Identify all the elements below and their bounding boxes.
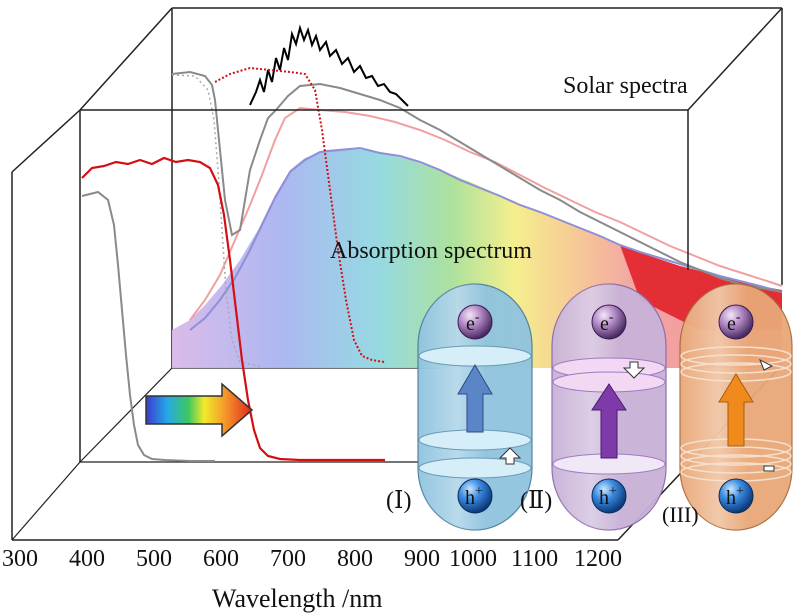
- svg-text:h+: h+: [726, 484, 744, 509]
- tick-label: 600: [203, 546, 239, 572]
- hole-symbol: h: [465, 487, 475, 509]
- gray-front-curve: [81, 190, 215, 462]
- tick-label: 800: [337, 546, 373, 572]
- small-down-arrow-icon: [622, 361, 646, 379]
- up-arrow-icon: [457, 364, 493, 433]
- electron-symbol: e: [727, 313, 736, 335]
- hole-charge: +: [475, 484, 483, 499]
- tick-label: 1100: [511, 546, 558, 572]
- blue-absorption-curve: [189, 146, 783, 331]
- electron-ball-I: e-: [457, 304, 493, 340]
- tick-label: 1200: [574, 546, 622, 572]
- hole-ball-II: h+: [591, 478, 627, 514]
- capsule-label-III: (III): [662, 502, 699, 527]
- up-arrow-icon: [591, 383, 627, 459]
- red-dotted-curve: [214, 66, 385, 363]
- electron-symbol: e: [466, 313, 475, 335]
- capsule-label-II: (Ⅱ): [520, 488, 552, 514]
- solar-spectra-label: Solar spectra: [563, 73, 688, 99]
- hole-ball-I: h+: [457, 478, 493, 514]
- tick-label: 1000: [449, 546, 497, 572]
- hole-symbol: h: [599, 487, 609, 509]
- capsule-label-I: (Ⅰ): [386, 488, 411, 514]
- pink-spectrum-curve: [189, 106, 783, 321]
- svg-text:h+: h+: [465, 484, 483, 509]
- tick-label: 900: [404, 546, 440, 572]
- black-solar-curve: [249, 24, 409, 107]
- capsule-I: [417, 283, 533, 531]
- capsule-III: [679, 283, 793, 531]
- electron-ball-II: e-: [591, 304, 627, 340]
- small-up-arrow-icon: [498, 447, 522, 465]
- capsule-II: [551, 283, 667, 531]
- gray-dotted-curve: [171, 74, 261, 367]
- tick-label: 400: [69, 546, 105, 572]
- rainbow-arrow: [145, 382, 254, 438]
- svg-text:e-: e-: [600, 310, 614, 335]
- electron-charge: -: [609, 310, 614, 325]
- hole-symbol: h: [726, 487, 736, 509]
- x-axis: 300 400 500 600 700 800 900 1000 1100 12…: [2, 546, 622, 572]
- svg-text:e-: e-: [466, 310, 480, 335]
- hole-charge: +: [609, 484, 617, 499]
- svg-text:e-: e-: [727, 310, 741, 335]
- small-arrow-icon: [759, 358, 774, 371]
- x-axis-label: Wavelength /nm: [212, 584, 382, 613]
- electron-charge: -: [736, 310, 741, 325]
- absorption-spectrum-label: Absorption spectrum: [330, 238, 532, 264]
- svg-text:h+: h+: [599, 484, 617, 509]
- up-arrow-icon: [718, 373, 754, 447]
- tick-label: 500: [136, 546, 172, 572]
- hole-ball-III: h+: [718, 478, 754, 514]
- hole-charge: +: [736, 484, 744, 499]
- gray-solar-curve: [171, 70, 783, 293]
- electron-ball-III: e-: [718, 304, 754, 340]
- small-marker-icon: [763, 465, 775, 472]
- electron-symbol: e: [600, 313, 609, 335]
- tick-label: 300: [2, 546, 38, 572]
- red-front-curve: [81, 156, 385, 462]
- tick-label: 700: [270, 546, 306, 572]
- electron-charge: -: [475, 310, 480, 325]
- front-panel: [79, 7, 783, 463]
